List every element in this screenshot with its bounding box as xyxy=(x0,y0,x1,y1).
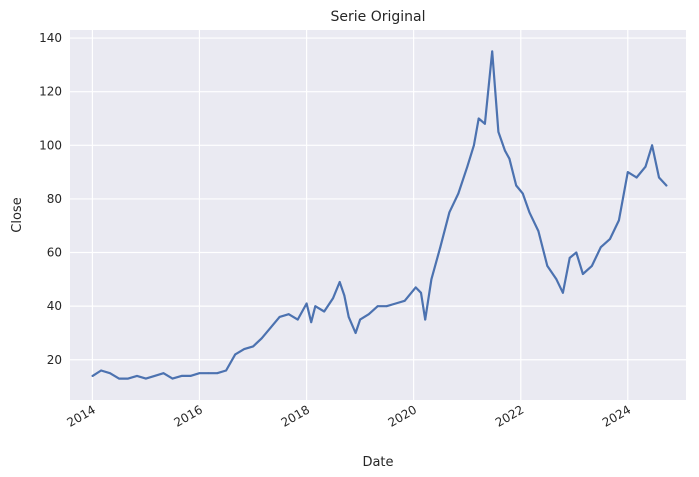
series-layer xyxy=(91,50,668,380)
data-point xyxy=(575,251,578,254)
y-tick-label: 40 xyxy=(47,299,62,313)
data-point xyxy=(394,302,397,305)
data-point xyxy=(145,377,147,380)
data-point xyxy=(491,50,494,53)
data-point xyxy=(521,192,524,195)
data-point xyxy=(305,302,308,305)
data-point xyxy=(269,326,272,329)
data-point xyxy=(651,144,653,147)
data-point xyxy=(278,316,281,318)
x-tick-label: 2018 xyxy=(279,402,312,429)
data-point xyxy=(323,310,326,313)
data-point xyxy=(367,313,370,316)
data-point xyxy=(568,257,571,259)
chart-title: Serie Original xyxy=(331,9,426,25)
data-point xyxy=(508,157,511,160)
data-point xyxy=(665,184,668,187)
data-point xyxy=(207,372,210,375)
y-tick-labels: 20 40 60 80 100 120 140 xyxy=(39,31,62,367)
data-point xyxy=(153,375,156,377)
x-tick-label: 2022 xyxy=(493,402,526,429)
data-point xyxy=(252,345,255,348)
x-tick-label: 2020 xyxy=(386,402,419,429)
data-point xyxy=(100,369,102,372)
data-point xyxy=(546,265,549,267)
data-point xyxy=(216,372,219,375)
y-tick-label: 140 xyxy=(39,31,62,45)
x-gridlines xyxy=(91,30,629,400)
data-point xyxy=(127,377,129,380)
data-point xyxy=(198,372,201,375)
data-point xyxy=(310,321,313,324)
data-point xyxy=(118,377,120,380)
x-tick-labels: 2014 2016 2018 2020 2022 2024 xyxy=(64,402,633,429)
data-point xyxy=(484,122,486,125)
data-point xyxy=(497,131,500,133)
data-point xyxy=(189,375,192,377)
data-point xyxy=(626,171,629,174)
data-point xyxy=(354,332,357,334)
data-point xyxy=(466,165,469,168)
y-tick-label: 120 xyxy=(39,85,62,99)
data-point xyxy=(260,337,263,340)
data-point xyxy=(537,230,540,233)
data-point xyxy=(180,375,183,377)
data-point xyxy=(109,372,111,375)
x-tick-label: 2024 xyxy=(600,402,633,429)
data-point xyxy=(439,246,442,249)
y-tick-label: 80 xyxy=(47,192,62,206)
data-point xyxy=(296,318,299,321)
data-point xyxy=(457,192,460,195)
y-gridlines xyxy=(70,37,686,361)
data-point xyxy=(562,291,564,294)
x-axis-label: Date xyxy=(362,455,393,470)
data-point xyxy=(515,184,518,187)
x-tick-label: 2016 xyxy=(171,402,204,429)
y-tick-label: 20 xyxy=(47,353,62,367)
data-point xyxy=(162,372,165,375)
data-point xyxy=(658,176,660,179)
y-tick-label: 60 xyxy=(47,246,62,260)
data-point xyxy=(599,246,602,249)
x-tick-label: 2014 xyxy=(64,402,97,429)
data-point xyxy=(347,316,350,318)
data-point xyxy=(91,375,94,377)
data-point xyxy=(314,305,317,308)
data-point xyxy=(359,318,361,321)
data-point xyxy=(424,318,427,321)
data-point xyxy=(504,149,506,152)
data-point xyxy=(243,348,246,350)
data-point xyxy=(136,375,138,377)
plot-area xyxy=(70,30,686,400)
data-point xyxy=(528,211,531,214)
y-axis-label: Close xyxy=(10,197,25,232)
y-tick-label: 100 xyxy=(39,138,62,152)
data-point xyxy=(343,294,346,297)
data-point xyxy=(644,165,647,168)
data-point xyxy=(582,273,584,275)
data-point xyxy=(171,377,174,380)
data-point xyxy=(591,265,593,267)
data-point xyxy=(448,211,451,214)
data-point xyxy=(635,176,638,179)
data-point xyxy=(376,305,379,308)
data-point xyxy=(225,369,228,372)
series-line-0 xyxy=(91,50,668,380)
data-point xyxy=(420,291,422,294)
data-point xyxy=(477,117,480,120)
data-point xyxy=(385,305,388,308)
data-point xyxy=(403,299,406,302)
data-point xyxy=(414,286,417,289)
data-point xyxy=(338,281,341,283)
data-point xyxy=(332,297,334,299)
data-point xyxy=(618,219,620,222)
data-point xyxy=(473,144,475,147)
data-point xyxy=(234,353,237,356)
data-point xyxy=(609,238,611,241)
data-point xyxy=(430,278,433,281)
data-point xyxy=(555,278,558,281)
data-point xyxy=(287,313,290,316)
